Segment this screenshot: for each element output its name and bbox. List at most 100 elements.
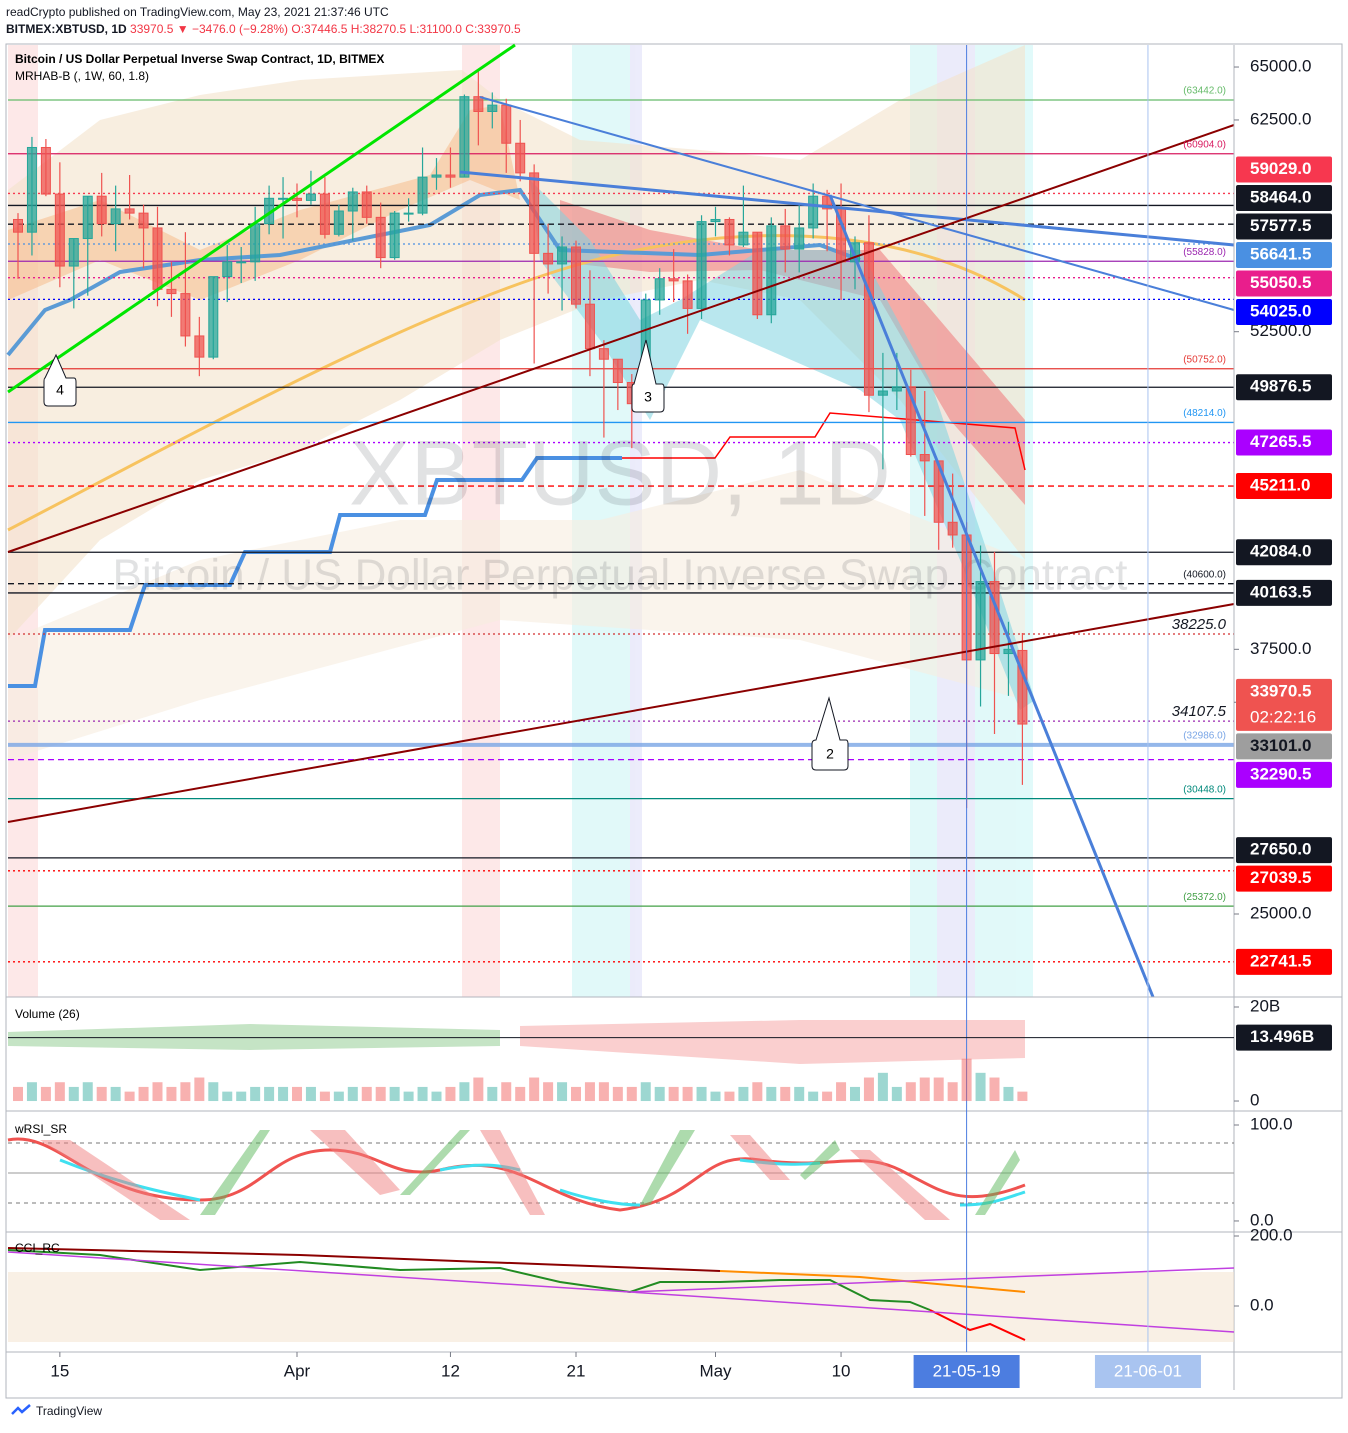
volume-bar (933, 1077, 944, 1102)
candle-body (919, 454, 930, 462)
published-line: readCrypto published on TradingView.com,… (6, 5, 389, 19)
volume-bar (403, 1091, 414, 1102)
volume-bar (682, 1086, 693, 1102)
volume-bar (347, 1086, 358, 1102)
price-label: 47265.5 (1250, 432, 1311, 451)
y-tick-label: 0 (1250, 1091, 1259, 1110)
candle-body (194, 335, 205, 358)
price-label: 27039.5 (1250, 868, 1311, 887)
watermark: XBTUSD, 1D (349, 422, 891, 524)
price-label-box (1236, 241, 1332, 268)
candle-body (724, 218, 735, 246)
volume-bar (975, 1072, 986, 1102)
price-label-box (1236, 156, 1332, 183)
volume-bar (780, 1086, 791, 1102)
rsi-ribbon (40, 1130, 950, 1220)
price-label: 22741.5 (1250, 951, 1311, 970)
volume-bar (1017, 1091, 1028, 1102)
candle-body (752, 231, 763, 316)
volume-bar (571, 1086, 581, 1102)
y-tick-label: 0.0 (1250, 1210, 1274, 1229)
candle-body (82, 195, 93, 240)
cci-trend (7, 1251, 1235, 1333)
volume-bar (305, 1086, 316, 1102)
candle-body (166, 288, 177, 295)
candle-body (389, 212, 400, 259)
price-label-box (1236, 184, 1332, 211)
price-label-box (1236, 1024, 1332, 1051)
cci-line (7, 1247, 721, 1272)
footer: TradingView (10, 1404, 102, 1418)
logo (11, 1404, 31, 1415)
candle-body (445, 174, 456, 178)
rsi-ribbon (200, 1130, 1020, 1215)
volume-bar (529, 1077, 540, 1102)
candle-body (808, 195, 819, 229)
volume-bar (319, 1091, 330, 1102)
volume-bar (13, 1086, 23, 1102)
price-label: 32290.5 (1250, 764, 1311, 783)
candle-body (292, 197, 302, 201)
price-label-box (1236, 539, 1332, 566)
y-tick-label: 20B (1250, 996, 1280, 1015)
volume-bar (194, 1077, 205, 1102)
volume-bar (598, 1082, 609, 1102)
x-tick-label: 21 (567, 1361, 586, 1380)
volume-bar (696, 1086, 707, 1102)
callout-label: 2 (826, 746, 834, 762)
chart: XBTUSD, 1D Bitcoin / US Dollar Perpetual… (5, 43, 1343, 1399)
volume-bar (278, 1086, 289, 1102)
callout-label: 4 (56, 382, 64, 398)
price-label-box (1236, 948, 1332, 975)
volume-bar (515, 1086, 526, 1102)
pane-title: Volume (26) (15, 1007, 80, 1021)
chart-title: Bitcoin / US Dollar Perpetual Inverse Sw… (15, 52, 384, 66)
x-tick-label: 15 (50, 1361, 69, 1380)
candle-body (515, 142, 526, 174)
volume-bar (877, 1072, 888, 1102)
volume-bar (166, 1086, 177, 1102)
volume-bar (668, 1086, 679, 1102)
candle-body (110, 208, 121, 225)
candle-body (278, 197, 289, 200)
volume-bar (473, 1077, 484, 1102)
level-note: (48214.0) (1183, 408, 1226, 419)
volume-bar (640, 1082, 651, 1102)
price-label-box (1236, 733, 1332, 760)
volume-bar (584, 1082, 595, 1102)
candle-body (877, 390, 888, 396)
price-label: 42084.0 (1250, 542, 1311, 561)
candle-body (891, 386, 902, 392)
volume-bar (389, 1086, 400, 1102)
volume-bar (96, 1086, 107, 1102)
candle-body (222, 261, 233, 278)
volume-bar (431, 1091, 442, 1102)
volume-bar (82, 1082, 93, 1102)
candle-body (557, 246, 568, 265)
price-label: 56641.5 (1250, 244, 1311, 263)
price-label-box (1236, 374, 1332, 401)
time-label-box (1094, 1355, 1201, 1388)
candle-body (501, 104, 512, 144)
price-label: 59029.0 (1250, 159, 1311, 178)
level-note: (50752.0) (1183, 354, 1226, 365)
price-label: 58464.0 (1250, 187, 1311, 206)
candle-body (654, 278, 665, 301)
volume-bar (1003, 1086, 1014, 1102)
callout: 4 (43, 353, 77, 407)
callout: 2 (811, 696, 849, 771)
volume-bar (208, 1082, 219, 1102)
volume-bar (292, 1086, 302, 1102)
x-tick-label: 21-05-19 (933, 1361, 1001, 1380)
candle-body (431, 174, 442, 178)
countdown: 02:22:16 (1250, 707, 1316, 726)
trend-line (459, 170, 1235, 247)
price-label: 27650.0 (1250, 840, 1311, 859)
volume-bar (626, 1086, 637, 1102)
candle-body (529, 172, 540, 254)
volume-bar (766, 1086, 777, 1102)
volume-bar (54, 1082, 65, 1102)
volume-bar (654, 1086, 665, 1102)
change: ▼ −3476.0 (−9.28%) (176, 22, 289, 36)
indicator-name: MRHAB-B (, 1W, 60, 1.8) (15, 69, 149, 83)
